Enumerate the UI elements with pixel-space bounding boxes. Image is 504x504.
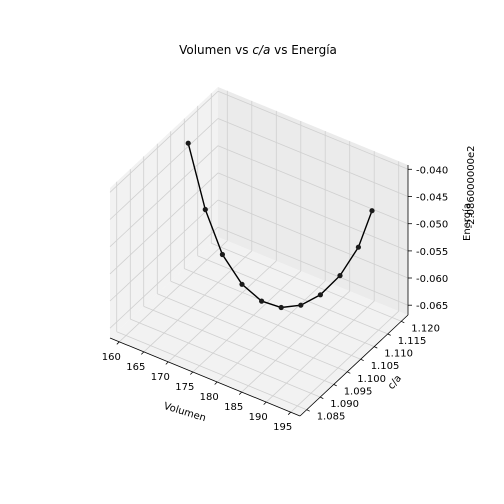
- z-axis-offset-text: -2.086000000e2: [466, 146, 477, 229]
- z-tick-label: -0.040: [416, 165, 448, 176]
- y-grid-line: [143, 306, 334, 385]
- z-grid-line: [217, 145, 409, 225]
- z-grid-line: [109, 226, 219, 329]
- x-tick-label: 195: [273, 422, 292, 433]
- x-grid-line: [192, 270, 302, 373]
- z-tick-label: -0.055: [416, 247, 448, 258]
- x-tick-label: 170: [151, 372, 170, 383]
- z-grid-line: [217, 226, 409, 306]
- x-tick-label: 185: [224, 402, 243, 413]
- y-grid-line: [197, 255, 388, 335]
- y-tick-label: 1.110: [384, 349, 413, 360]
- x-tick-mark: [238, 391, 242, 395]
- z-tick-label: -0.060: [416, 274, 448, 285]
- y-tick-mark: [320, 396, 324, 399]
- x-tick-mark: [165, 361, 169, 365]
- x-tick-label: 190: [249, 412, 268, 423]
- y-tick-mark: [360, 358, 364, 362]
- x-grid-line: [290, 310, 399, 413]
- y-tick-label: 1.090: [330, 399, 359, 410]
- x-tick-label: 175: [175, 382, 194, 393]
- y-grid-line: [157, 293, 348, 373]
- y-axis-line: [299, 314, 409, 417]
- x-tick-label: 180: [200, 392, 219, 403]
- x-tick-mark: [141, 351, 145, 355]
- data-point: [369, 208, 375, 214]
- y-tick-label: 1.085: [317, 412, 346, 423]
- x-grid-line: [143, 250, 253, 353]
- data-series: [185, 140, 375, 311]
- chart-title-part: vs Energía: [270, 43, 337, 57]
- data-point: [278, 304, 284, 311]
- z-grid-line: [109, 91, 219, 193]
- y-tick-mark: [387, 333, 391, 336]
- y-tick-mark: [401, 320, 405, 324]
- data-point: [219, 251, 225, 258]
- x-tick-mark: [263, 401, 267, 405]
- y-grid-line: [211, 242, 402, 322]
- z-axis-label: Energía: [461, 203, 473, 241]
- x-grid-line: [216, 280, 326, 383]
- z-tick-label: -0.050: [416, 220, 448, 231]
- axis-lines: [109, 165, 412, 417]
- z-grid-line: [217, 199, 409, 279]
- y-tick-mark: [374, 346, 378, 349]
- y-tick-label: 1.120: [411, 323, 440, 334]
- x-tick-mark: [214, 381, 218, 385]
- chart-title-part: Volumen vs: [179, 43, 252, 57]
- z-tick-label: -0.045: [416, 193, 448, 204]
- x-tick-label: 165: [126, 362, 145, 373]
- y-grid-line: [130, 318, 321, 398]
- x-tick-label: 160: [102, 352, 121, 363]
- data-point: [239, 281, 245, 287]
- z-grid-line: [109, 118, 219, 220]
- x-grid-line: [241, 290, 350, 393]
- z-grid-line: [217, 90, 409, 170]
- floor-pane: [110, 237, 408, 416]
- x-grid-line: [265, 300, 375, 403]
- y-tick-mark: [333, 384, 337, 387]
- y-grid-line: [170, 280, 361, 360]
- z-grid-line: [217, 118, 409, 197]
- x-tick-mark: [287, 411, 291, 415]
- z-grid-line: [109, 145, 219, 247]
- y-tick-mark: [306, 409, 310, 412]
- y-grid-line: [116, 331, 307, 411]
- x-axis-label: Volumen: [162, 401, 207, 424]
- back-pane: [218, 87, 408, 315]
- z-tick-label: -0.065: [416, 301, 448, 312]
- y-tick-label: 1.095: [344, 386, 373, 397]
- data-point: [337, 273, 343, 279]
- data-point: [259, 298, 265, 304]
- data-point: [317, 292, 323, 298]
- z-grid-line: [217, 172, 409, 252]
- data-point: [185, 140, 191, 146]
- y-tick-label: 1.100: [357, 374, 386, 385]
- x-tick-mark: [116, 341, 120, 345]
- z-grid-line: [109, 199, 219, 302]
- data-point: [355, 244, 361, 250]
- axes-panes: [110, 87, 408, 416]
- x-grid-line: [119, 240, 228, 343]
- tick-labels: 1601651701751801851901951.0851.0901.0951…: [102, 165, 448, 433]
- data-point: [298, 302, 304, 308]
- y-axis-label: c/a: [386, 373, 404, 392]
- data-point: [202, 206, 208, 213]
- x-tick-mark: [190, 371, 194, 375]
- chart-title: Volumen vs c/a vs Energía: [179, 43, 337, 57]
- y-tick-label: 1.105: [371, 361, 400, 372]
- x-grid-line: [168, 260, 277, 363]
- x-axis-line: [109, 337, 301, 417]
- y-tick-label: 1.115: [398, 336, 427, 347]
- y-tick-mark: [347, 371, 351, 374]
- chart-title-italic: c/a: [252, 43, 270, 57]
- grid-lines: [109, 90, 409, 413]
